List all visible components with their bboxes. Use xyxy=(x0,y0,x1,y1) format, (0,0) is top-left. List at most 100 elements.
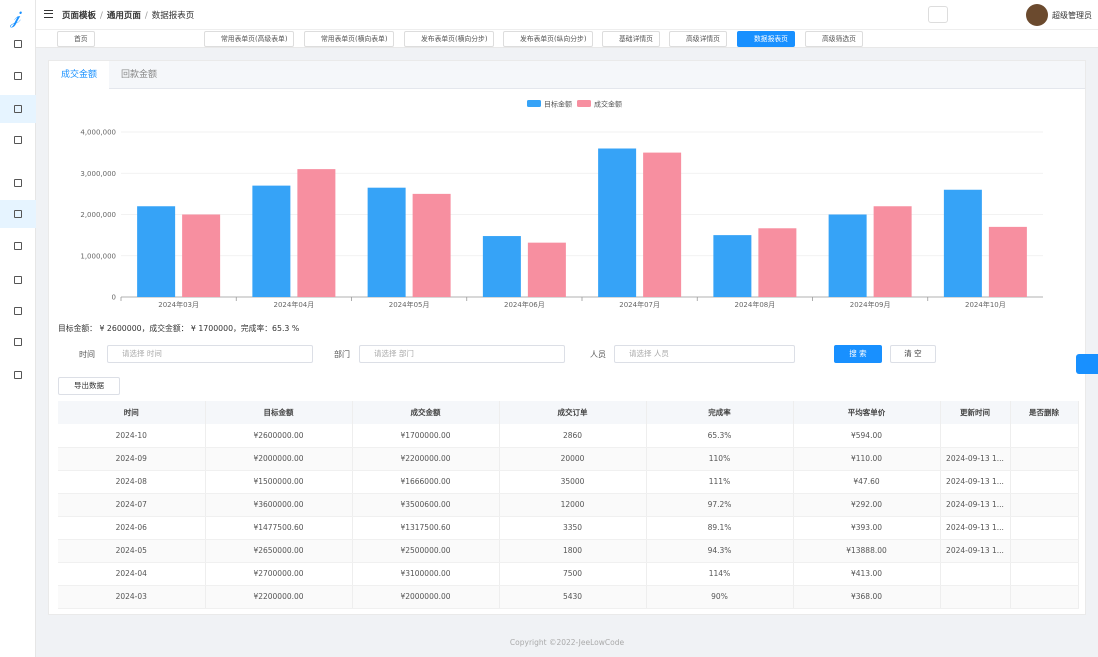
cell: 2024-07 xyxy=(58,493,206,517)
cell: 2024-09-13 1... xyxy=(940,447,1011,471)
cell: ¥413.00 xyxy=(793,562,941,586)
table-row[interactable]: 2024-09 ¥2000000.00 ¥2200000.00 20000 110% ¥1… xyxy=(58,447,1079,471)
data-table: 时间 目标金额 成交金额 成交订单 完成率 平均客单价 更新时间 是否删除 2024-10 ¥26… xyxy=(58,401,1079,609)
table-row[interactable]: 2024-10 ¥2600000.00 ¥1700000.00 2860 65.3% ¥5… xyxy=(58,424,1079,448)
user-name[interactable]: 超级管理员 xyxy=(1052,11,1092,20)
crumb[interactable]: 页面模板 xyxy=(62,11,97,21)
bar xyxy=(758,228,797,297)
tab[interactable]: 基础详情页 xyxy=(602,31,660,47)
cell: 3350 xyxy=(499,516,647,540)
cell: ¥2650000.00 xyxy=(205,539,353,563)
cell: 2024-05 xyxy=(58,539,206,563)
nav-item[interactable] xyxy=(0,200,36,228)
input[interactable]: 请选择 人员 xyxy=(614,345,795,363)
table-row[interactable]: 2024-05 ¥2650000.00 ¥2500000.00 1800 94.3% ¥1… xyxy=(58,539,1079,563)
field-label: 人员 xyxy=(590,350,606,359)
summary: 目标金额： ¥ 2600000，成交金额： ¥ 1700000，完成率：65.3… xyxy=(58,324,300,333)
tab[interactable]: 首页 xyxy=(57,31,95,47)
avatar[interactable] xyxy=(1026,4,1048,26)
export-button[interactable]: 导出数据 xyxy=(58,377,120,395)
card-tab[interactable]: 成交金额 xyxy=(49,61,110,89)
crumb[interactable]: 通用页面 xyxy=(106,11,141,21)
column-header: 成交金额 xyxy=(352,401,500,424)
cell: 2024-09 xyxy=(58,447,206,471)
logo: 𝒿 xyxy=(10,4,21,28)
cell: ¥1700000.00 xyxy=(352,424,500,448)
x-tick-label: 2024年05月 xyxy=(389,300,430,309)
table-row[interactable]: 2024-03 ¥2200000.00 ¥2000000.00 5430 90% ¥368… xyxy=(58,585,1079,609)
nav-item[interactable] xyxy=(0,62,36,90)
x-tick-label: 2024年09月 xyxy=(850,300,891,309)
cell xyxy=(1010,585,1079,609)
tab[interactable]: 发布表单页(横向分步) xyxy=(404,31,495,47)
nav-item[interactable] xyxy=(0,361,36,389)
bar xyxy=(643,152,682,297)
cell xyxy=(1010,516,1079,540)
menu-toggle[interactable] xyxy=(44,10,53,18)
table-row[interactable]: 2024-04 ¥2700000.00 ¥3100000.00 7500 114% ¥41… xyxy=(58,562,1079,586)
x-tick-label: 2024年10月 xyxy=(965,300,1006,309)
settings-button[interactable] xyxy=(1076,354,1098,374)
cell xyxy=(1010,424,1079,448)
nav-icon xyxy=(14,105,22,113)
cell: 97.2% xyxy=(646,493,794,517)
tab[interactable]: 高级筛选页 xyxy=(805,31,863,47)
column-header: 更新时间 xyxy=(940,401,1011,424)
table-row[interactable]: 2024-06 ¥1477500.60 ¥1317500.60 3350 89.1% ¥3… xyxy=(58,516,1079,540)
search-box[interactable] xyxy=(928,6,948,23)
cell: ¥3500600.00 xyxy=(352,493,500,517)
tab[interactable]: 常用表单页(高级表单) xyxy=(204,31,295,47)
cell xyxy=(940,424,1011,448)
button[interactable]: 搜 索 xyxy=(834,345,882,363)
sidebar: 𝒿 xyxy=(0,0,36,657)
bar xyxy=(598,148,637,297)
tab[interactable]: 发布表单页(纵向分步) xyxy=(503,31,594,47)
nav-item[interactable] xyxy=(0,169,36,197)
column-header: 目标金额 xyxy=(205,401,353,424)
cell: ¥110.00 xyxy=(793,447,941,471)
nav-item[interactable] xyxy=(0,297,36,325)
cell: ¥13888.00 xyxy=(793,539,941,563)
tab[interactable]: 数据报表页 xyxy=(737,31,795,47)
nav-item[interactable] xyxy=(0,266,36,294)
tab[interactable]: 常用表单页(横向表单) xyxy=(304,31,395,47)
bar xyxy=(367,187,406,297)
cell: 2024-08 xyxy=(58,470,206,494)
cell xyxy=(1010,562,1079,586)
cell xyxy=(1010,493,1079,517)
bar xyxy=(482,236,521,297)
input[interactable]: 请选择 部门 xyxy=(359,345,565,363)
input[interactable]: 请选择 时间 xyxy=(107,345,313,363)
bar xyxy=(252,185,291,297)
cell: ¥2500000.00 xyxy=(352,539,500,563)
footer: Copyright ©2022-JeeLowCode xyxy=(509,638,625,647)
bar xyxy=(828,214,867,297)
cell: 2024-09-13 1... xyxy=(940,539,1011,563)
nav-icon xyxy=(14,371,22,379)
nav-item[interactable] xyxy=(0,126,36,154)
tab[interactable]: 高级详情页 xyxy=(669,31,727,47)
column-header: 平均客单价 xyxy=(793,401,941,424)
crumb[interactable]: 数据报表页 xyxy=(151,11,195,21)
table-row[interactable]: 2024-07 ¥3600000.00 ¥3500600.00 12000 97.2% ¥… xyxy=(58,493,1079,517)
nav-item[interactable] xyxy=(0,30,36,58)
card-tab[interactable]: 回款金额 xyxy=(121,70,158,80)
nav-item[interactable] xyxy=(0,95,36,123)
topbar: 页面模板 / 通用页面 / 数据报表页 超级管理员 xyxy=(36,0,1098,30)
nav-icon xyxy=(14,338,22,346)
header-row: 时间 目标金额 成交金额 成交订单 完成率 平均客单价 更新时间 是否删除 xyxy=(58,401,1079,424)
cell: ¥1500000.00 xyxy=(205,470,353,494)
bar xyxy=(527,242,566,297)
nav-item[interactable] xyxy=(0,328,36,356)
button[interactable]: 清 空 xyxy=(890,345,936,363)
nav-icon xyxy=(14,136,22,144)
table-row[interactable]: 2024-08 ¥1500000.00 ¥1666000.00 35000 111% ¥4… xyxy=(58,470,1079,494)
x-tick-label: 2024年03月 xyxy=(158,300,199,309)
cell: ¥47.60 xyxy=(793,470,941,494)
card-tabs: 成交金额 回款金额 xyxy=(49,61,1085,89)
cell: 65.3% xyxy=(646,424,794,448)
cell: 89.1% xyxy=(646,516,794,540)
cell: 2860 xyxy=(499,424,647,448)
nav-item[interactable] xyxy=(0,232,36,260)
cell: ¥3600000.00 xyxy=(205,493,353,517)
